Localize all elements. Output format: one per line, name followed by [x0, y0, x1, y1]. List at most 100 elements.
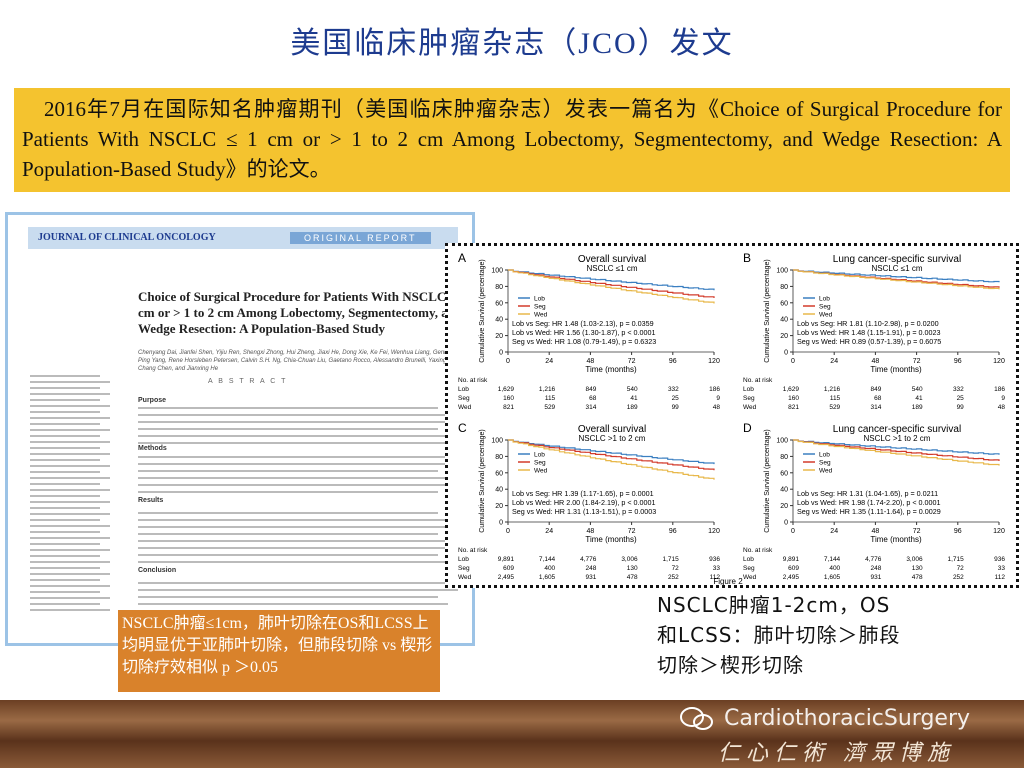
slide-title: 美国临床肿瘤杂志（JCO）发文: [290, 27, 734, 60]
x-tick-label: 72: [628, 528, 636, 535]
text-line: [30, 603, 100, 605]
at-risk-cell: 33: [998, 565, 1006, 572]
survival-curve: [508, 439, 715, 465]
at-risk-cell: 936: [994, 556, 1005, 563]
y-tick-label: 80: [495, 284, 503, 291]
hr-stat: Lob vs Wed: HR 2.00 (1.84-2.19), p < 0.0…: [512, 498, 656, 507]
section-heading: Conclusion: [138, 567, 177, 574]
text-line: [30, 507, 100, 509]
text-line: [30, 417, 110, 419]
text-line: [30, 489, 110, 491]
y-tick-label: 40: [780, 487, 788, 494]
legend-label: Lob: [534, 296, 545, 303]
at-risk-cell: 400: [829, 565, 840, 572]
text-line: [138, 484, 458, 486]
panel-subtitle: NSCLC >1 to 2 cm: [579, 434, 646, 443]
text-line: [30, 429, 110, 431]
intro-box: 2016年7月在国际知名肿瘤期刊（美国临床肿瘤杂志）发表一篇名为《Choice …: [14, 88, 1010, 192]
legend-label: Seg: [534, 304, 546, 311]
hr-stat: Seg vs Wed: HR 1.35 (1.11-1.64), p = 0.0…: [797, 507, 941, 516]
survival-curve: [508, 269, 715, 291]
text-line: [30, 405, 110, 407]
x-axis-label: Time (months): [585, 365, 637, 374]
note-left: NSCLC肿瘤≤1cm，肺叶切除在OS和LCSS上均明显优于亚肺叶切除，但肺段切…: [118, 610, 440, 692]
at-risk-cell: 186: [709, 386, 720, 393]
legend-label: Seg: [819, 460, 831, 467]
text-line: [30, 585, 110, 587]
survival-curve: [508, 439, 715, 480]
x-tick-label: 48: [872, 358, 880, 365]
text-line: [138, 463, 458, 465]
at-risk-cell: Lob: [743, 556, 754, 563]
y-tick-label: 100: [491, 438, 503, 445]
at-risk-cell: 4,776: [580, 556, 597, 563]
hr-stat: Seg vs Wed: HR 1.31 (1.13-1.51), p = 0.0…: [512, 507, 656, 516]
at-risk-cell: 252: [668, 574, 679, 581]
at-risk-cell: 314: [586, 404, 597, 411]
at-risk-cell: 7,144: [539, 556, 556, 563]
at-risk-cell: 821: [503, 404, 514, 411]
x-axis-label: Time (months): [585, 535, 637, 544]
text-line: [30, 411, 100, 413]
at-risk-cell: Lob: [458, 386, 469, 393]
y-tick-label: 100: [776, 438, 788, 445]
y-tick-label: 80: [780, 284, 788, 291]
hr-stat: Lob vs Seg: HR 1.31 (1.04-1.65), p = 0.0…: [797, 489, 938, 498]
y-tick-label: 20: [495, 503, 503, 510]
legend-label: Lob: [534, 452, 545, 459]
text-line: [30, 543, 100, 545]
panel-subtitle: NSCLC ≤1 cm: [586, 264, 637, 273]
text-line: [138, 603, 448, 605]
at-risk-cell: 33: [713, 565, 721, 572]
wechat-icon: [680, 707, 713, 730]
at-risk-cell: 478: [912, 574, 923, 581]
text-line: [138, 407, 438, 409]
at-risk-cell: 332: [668, 386, 679, 393]
at-risk-cell: 248: [871, 565, 882, 572]
x-tick-label: 120: [708, 358, 720, 365]
x-tick-label: 120: [993, 528, 1005, 535]
text-line: [30, 477, 110, 479]
text-line: [30, 573, 110, 575]
text-line: [30, 465, 110, 467]
at-risk-cell: 1,629: [783, 386, 800, 393]
survival-curve: [793, 439, 1000, 466]
at-risk-cell: 68: [589, 395, 597, 402]
section-heading: Purpose: [138, 397, 167, 404]
panel-letter: D: [743, 421, 752, 435]
text-line: [138, 442, 458, 444]
legend-label: Seg: [534, 460, 546, 467]
at-risk-cell: 1,216: [824, 386, 841, 393]
y-axis-label: Cumulative Survival (percentage): [479, 259, 486, 363]
hr-stat: Lob vs Seg: HR 1.81 (1.10-2.98), p = 0.0…: [797, 319, 939, 328]
hr-stat: Seg vs Wed: HR 1.08 (0.79-1.49), p = 0.6…: [512, 337, 656, 346]
at-risk-label: No. at risk: [458, 377, 488, 384]
at-risk-cell: 9: [1001, 395, 1005, 402]
at-risk-cell: 931: [871, 574, 882, 581]
x-tick-label: 96: [954, 358, 962, 365]
x-tick-label: 72: [913, 358, 921, 365]
at-risk-cell: 160: [788, 395, 799, 402]
at-risk-cell: 478: [627, 574, 638, 581]
at-risk-cell: 48: [713, 404, 721, 411]
text-line: [138, 477, 448, 479]
y-tick-label: 100: [491, 268, 503, 275]
at-risk-cell: 1,216: [539, 386, 556, 393]
text-line: [138, 526, 458, 528]
text-line: [30, 579, 100, 581]
text-line: [30, 447, 100, 449]
text-line: [30, 483, 100, 485]
text-line: [138, 547, 458, 549]
at-risk-cell: 99: [957, 404, 965, 411]
text-line: [30, 597, 110, 599]
at-risk-cell: 3,006: [621, 556, 638, 563]
at-risk-cell: 189: [627, 404, 638, 411]
text-line: [30, 453, 110, 455]
at-risk-cell: 130: [627, 565, 638, 572]
text-line: [30, 561, 110, 563]
hr-stat: Seg vs Wed: HR 0.89 (0.57-1.39), p = 0.6…: [797, 337, 941, 346]
survival-curve: [793, 439, 1000, 455]
x-tick-label: 24: [830, 528, 838, 535]
at-risk-cell: 186: [994, 386, 1005, 393]
